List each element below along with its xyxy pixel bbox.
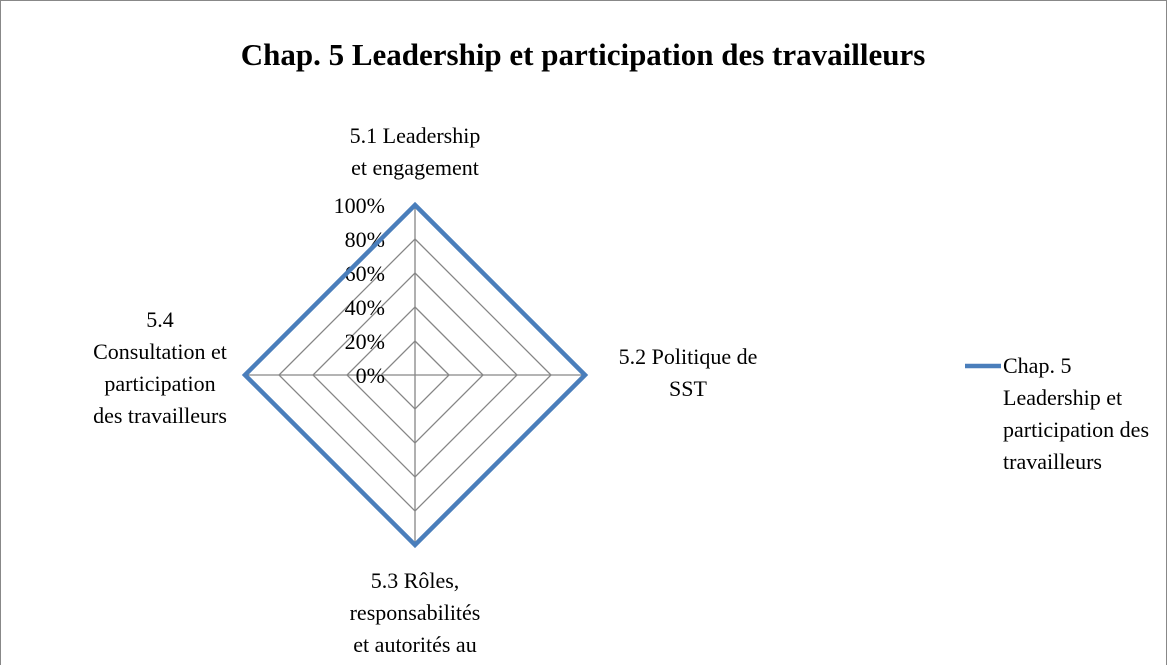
category-label: 5.1 Leadership et engagement (350, 123, 481, 180)
r-tick-label: 20% (345, 329, 385, 354)
category-label: 5.4 Consultation et participation des trava… (93, 307, 227, 428)
r-tick-label: 60% (345, 261, 385, 286)
series-line (241, 201, 589, 549)
r-tick-label: 0% (356, 363, 385, 388)
category-label: 5.2 Politique de SST (619, 344, 758, 401)
legend-label: Chap. 5 Leadership et participation des tra… (1003, 353, 1149, 474)
category-label: 5.3 Rôles, responsabilités et autorités au… (331, 568, 500, 665)
r-tick-label: 40% (345, 295, 385, 320)
r-tick-label: 100% (334, 193, 385, 218)
chart-title: Chap. 5 Leadership et participation des … (241, 37, 926, 72)
